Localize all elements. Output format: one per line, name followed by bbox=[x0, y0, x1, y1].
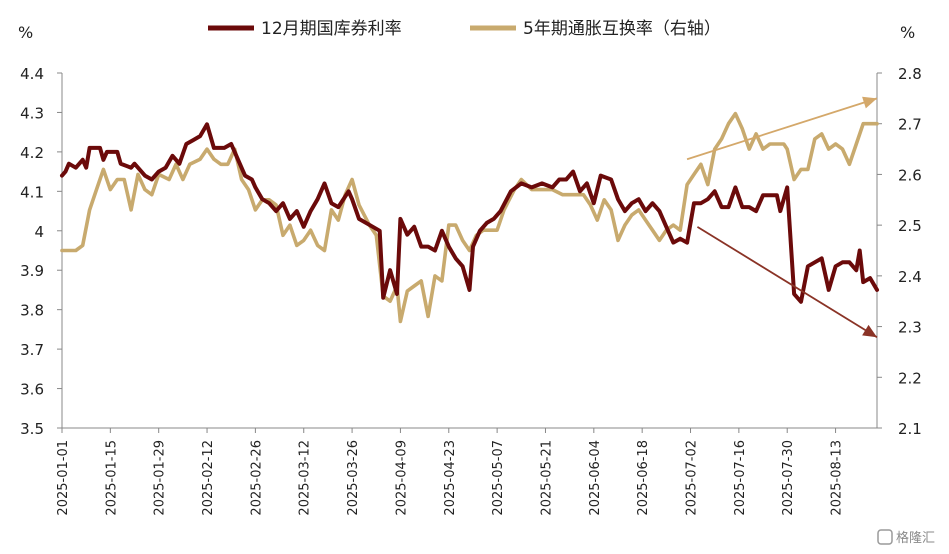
x-tick-label: 2025-07-02 bbox=[685, 440, 700, 516]
x-tick-label: 2025-06-18 bbox=[636, 440, 651, 516]
x-tick-label: 2025-01-15 bbox=[104, 440, 119, 516]
x-tick-label: 2025-03-12 bbox=[298, 440, 313, 516]
right-tick-label: 2.7 bbox=[898, 116, 922, 134]
left-tick-label: 4 bbox=[34, 223, 44, 241]
right-axis-unit: % bbox=[900, 23, 915, 42]
x-tick-label: 2025-07-16 bbox=[733, 440, 748, 516]
watermark-text: 格隆汇 bbox=[896, 530, 935, 546]
watermark-logo-icon bbox=[877, 529, 893, 545]
trend-arrows bbox=[686, 96, 878, 339]
x-tick-label: 2025-04-09 bbox=[394, 440, 409, 516]
x-tick-label: 2025-05-21 bbox=[539, 440, 554, 516]
x-tick-label: 2025-03-26 bbox=[346, 440, 361, 516]
left-tick-label: 4.3 bbox=[20, 104, 44, 122]
axes: 4.4 4.3 4.2 4.1 4 3.9 3.8 3.7 3.6 3.5 2.8 2.7 2.6 2.5… bbox=[20, 65, 922, 516]
inflation-swap-line bbox=[60, 111, 879, 324]
left-tick-label: 3.9 bbox=[20, 262, 44, 280]
right-tick-label: 2.3 bbox=[898, 319, 922, 337]
left-tick-label: 3.6 bbox=[20, 381, 44, 399]
right-tick-label: 2.1 bbox=[898, 420, 922, 438]
x-tick-label: 2025-06-04 bbox=[588, 440, 603, 516]
x-tick-label: 2025-02-26 bbox=[249, 440, 264, 516]
left-tick-label: 4.1 bbox=[20, 183, 44, 201]
x-tick-label: 2025-02-12 bbox=[201, 440, 216, 516]
legend-label: 5年期通胀互换率（右轴） bbox=[523, 19, 721, 39]
right-tick-label: 2.8 bbox=[898, 65, 922, 83]
x-tick-label: 2025-01-01 bbox=[56, 440, 71, 516]
left-tick-label: 4.2 bbox=[20, 144, 44, 162]
up-arrowhead bbox=[862, 96, 877, 109]
x-tick-label: 2025-01-29 bbox=[153, 440, 168, 516]
x-tick-label: 2025-07-30 bbox=[781, 440, 796, 516]
right-tick-label: 2.6 bbox=[898, 166, 922, 184]
left-tick-label: 3.7 bbox=[20, 341, 44, 359]
left-tick-label: 3.5 bbox=[20, 420, 44, 438]
right-tick-label: 2.5 bbox=[898, 217, 922, 235]
left-tick-label: 3.8 bbox=[20, 302, 44, 320]
right-tick-label: 2.2 bbox=[898, 369, 922, 387]
legend-label: 12月期国库券利率 bbox=[261, 19, 402, 39]
legend: 12月期国库券利率 5年期通胀互换率（右轴） bbox=[208, 19, 721, 39]
up-trend-arrow bbox=[686, 97, 878, 161]
series-lines bbox=[60, 111, 879, 324]
left-axis-unit: % bbox=[18, 23, 33, 42]
x-tick-label: 2025-08-13 bbox=[830, 440, 845, 516]
down-arrowhead bbox=[862, 324, 877, 338]
down-trend-arrow bbox=[696, 226, 878, 339]
tbill-rate-line bbox=[60, 122, 879, 304]
right-tick-label: 2.4 bbox=[898, 268, 922, 286]
watermark: 格隆汇 bbox=[877, 529, 935, 546]
x-tick-label: 2025-05-07 bbox=[491, 440, 506, 516]
x-tick-label: 2025-04-23 bbox=[443, 440, 458, 516]
left-tick-label: 4.4 bbox=[20, 65, 44, 83]
